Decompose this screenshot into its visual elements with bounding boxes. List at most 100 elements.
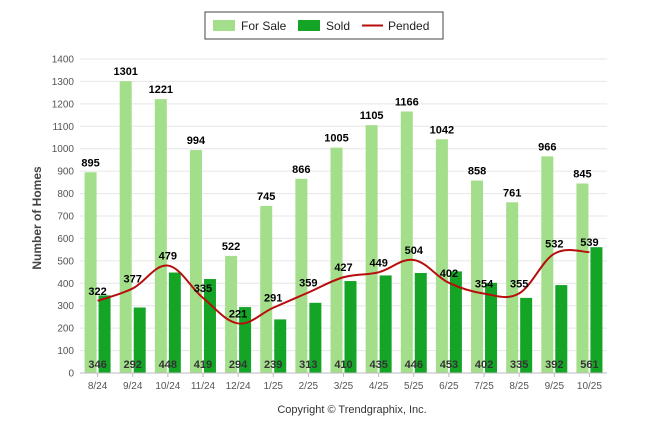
- sold-value-label: 453: [440, 359, 458, 371]
- x-tick-label: 8/25: [509, 381, 529, 392]
- y-axis-title: Number of Homes: [30, 166, 44, 270]
- bar-for-sale: [225, 255, 238, 373]
- pended-line: [97, 248, 590, 325]
- x-tick-label: 9/25: [545, 381, 565, 392]
- x-tick-label: 10/25: [577, 381, 602, 392]
- y-tick-label: 400: [57, 279, 74, 290]
- pended-value-label: 359: [299, 277, 317, 289]
- pended-value-label: 532: [545, 239, 563, 251]
- bar-for-sale: [576, 183, 589, 373]
- bar-sold: [344, 281, 357, 373]
- x-tick-label: 6/25: [439, 381, 459, 392]
- bar-sold: [590, 247, 603, 373]
- bar-sold: [98, 295, 111, 373]
- for-sale-value-label: 858: [468, 166, 486, 178]
- bar-for-sale: [189, 150, 202, 373]
- y-tick-label: 1300: [52, 77, 75, 88]
- legend-label-sold: Sold: [326, 19, 350, 33]
- y-tick-label: 500: [57, 256, 74, 267]
- sold-value-label: 335: [510, 359, 528, 371]
- sold-value-label: 410: [334, 359, 352, 371]
- bar-for-sale: [506, 202, 519, 373]
- sold-value-label: 392: [545, 359, 563, 371]
- bar-sold: [133, 307, 146, 373]
- x-tick-label: 11/24: [191, 381, 216, 392]
- y-tick-label: 100: [57, 346, 74, 357]
- for-sale-value-label: 1042: [430, 124, 454, 136]
- y-tick-label: 200: [57, 324, 74, 335]
- y-tick-label: 700: [57, 212, 74, 223]
- x-tick-label: 10/24: [155, 381, 180, 392]
- bar-for-sale: [119, 81, 132, 373]
- x-tick-label: 2/25: [299, 381, 319, 392]
- bar-sold: [309, 302, 322, 373]
- bar-for-sale: [330, 147, 343, 373]
- pended-value-label: 504: [405, 245, 424, 257]
- for-sale-value-label: 994: [187, 135, 206, 147]
- pended-value-label: 291: [264, 293, 282, 305]
- for-sale-value-label: 761: [503, 187, 521, 199]
- legend: For Sale Sold Pended: [204, 11, 444, 40]
- pended-value-label: 355: [510, 278, 528, 290]
- x-tick-label: 5/25: [404, 381, 424, 392]
- sold-value-label: 448: [159, 359, 177, 371]
- sold-value-label: 402: [475, 359, 493, 371]
- bar-sold: [555, 285, 568, 373]
- bar-for-sale: [435, 139, 448, 373]
- x-tick-label: 4/25: [369, 381, 389, 392]
- pended-value-label: 322: [88, 286, 106, 298]
- data-labels: 895 346 322 1301 292 377 1221 448 479 994 419 335 52…: [81, 66, 598, 371]
- for-sale-value-label: 966: [538, 141, 556, 153]
- pended-value-label: 377: [124, 273, 142, 285]
- x-tick-label: 3/25: [334, 381, 354, 392]
- x-tick-label: 12/24: [226, 381, 251, 392]
- pended-value-label: 335: [194, 283, 212, 295]
- copyright-text: Copyright © Trendgraphix, Inc.: [277, 404, 426, 416]
- bar-sold: [379, 275, 392, 373]
- for-sale-value-label: 745: [257, 191, 275, 203]
- legend-swatch-for-sale: [213, 20, 235, 31]
- bar-sold: [485, 282, 498, 373]
- bar-for-sale: [400, 111, 413, 374]
- pended-value-label: 539: [580, 237, 598, 249]
- for-sale-value-label: 845: [573, 168, 591, 180]
- pended-value-label: 449: [369, 257, 387, 269]
- for-sale-value-label: 1005: [324, 133, 348, 145]
- y-tick-label: 1200: [52, 99, 75, 110]
- bar-for-sale: [84, 172, 97, 373]
- sold-value-label: 239: [264, 359, 282, 371]
- bar-sold: [520, 297, 533, 373]
- bar-for-sale: [471, 180, 484, 373]
- bar-for-sale: [295, 178, 308, 373]
- bar-for-sale: [154, 99, 167, 373]
- x-axis: 8/24 9/24 10/24 11/24 12/24 1/25 2/25 3/25 4/25 5…: [80, 372, 607, 392]
- legend-label-pended: Pended: [388, 19, 429, 33]
- for-sale-value-label: 1301: [113, 66, 137, 78]
- pended-value-label: 479: [159, 251, 177, 263]
- sold-value-label: 561: [580, 359, 598, 371]
- for-sale-value-label: 1105: [360, 110, 384, 122]
- y-tick-label: 800: [57, 189, 74, 200]
- pended-value-label: 427: [334, 262, 352, 274]
- pended-series-line: [97, 248, 590, 325]
- legend-swatch-sold: [298, 20, 320, 31]
- y-tick-label: 300: [57, 301, 74, 312]
- for-sale-value-label: 1221: [149, 84, 173, 96]
- bar-sold: [168, 272, 181, 373]
- bar-sold: [449, 271, 462, 373]
- bar-for-sale: [541, 156, 554, 373]
- sold-value-label: 294: [229, 359, 248, 371]
- bar-for-sale: [260, 205, 273, 373]
- sold-value-label: 292: [124, 359, 142, 371]
- x-tick-label: 8/24: [88, 381, 108, 392]
- for-sale-value-label: 1166: [395, 96, 419, 108]
- pended-value-label: 221: [229, 308, 247, 320]
- bar-for-sale: [365, 125, 378, 374]
- sold-value-label: 346: [88, 359, 106, 371]
- bar-sold: [274, 319, 287, 373]
- y-tick-label: 0: [68, 369, 74, 380]
- x-tick-label: 1/25: [263, 381, 283, 392]
- for-sale-value-label: 522: [222, 241, 240, 253]
- for-sale-value-label: 895: [81, 157, 99, 169]
- y-tick-label: 600: [57, 234, 74, 245]
